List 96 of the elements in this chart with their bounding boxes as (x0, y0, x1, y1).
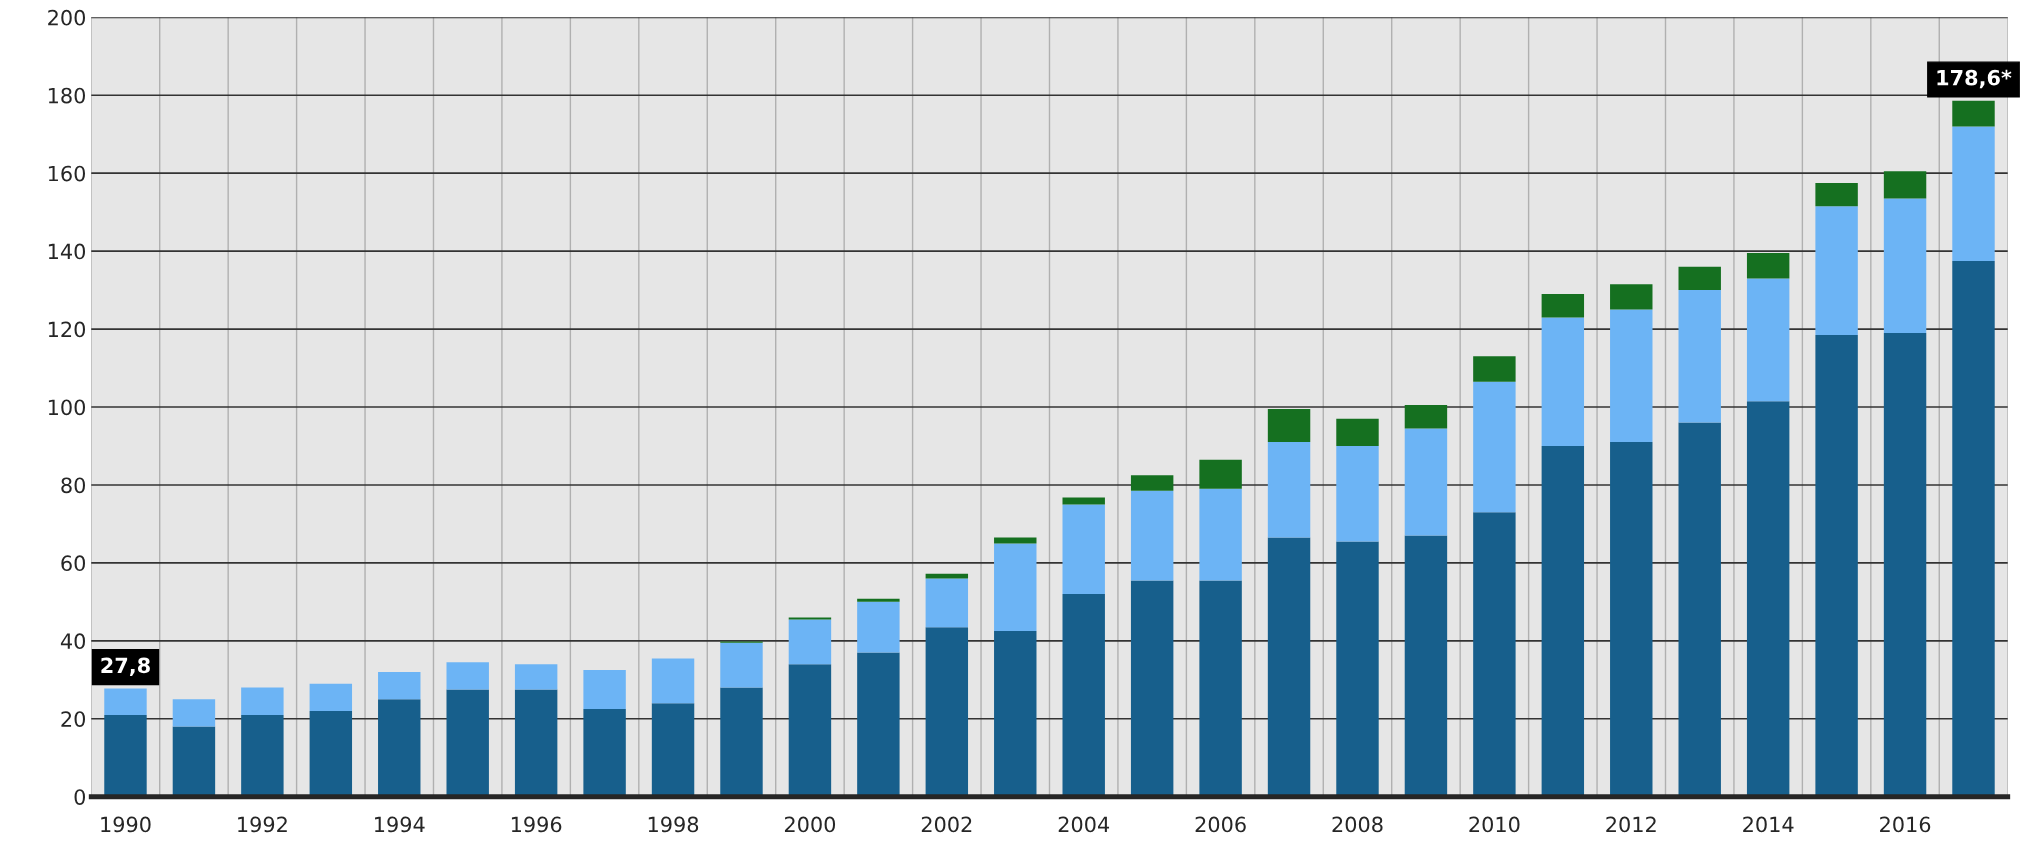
bar (309, 710, 353, 797)
bar (1199, 580, 1242, 797)
bar (1541, 317, 1585, 446)
bar (857, 652, 900, 797)
x-tick-label: 2008 (1332, 816, 1383, 833)
bar (925, 578, 969, 628)
bar (720, 642, 763, 688)
bar (104, 714, 147, 797)
bar (788, 664, 832, 797)
x-tick-label: 1992 (238, 816, 287, 833)
bar (241, 714, 284, 797)
bar (1473, 356, 1516, 382)
y-tick-label: 0 (74, 789, 86, 805)
bar (788, 619, 832, 665)
x-tick-label: 2012 (1606, 816, 1656, 833)
bar (857, 601, 900, 653)
bar (720, 687, 763, 797)
y-tick-label: 200 (48, 9, 86, 26)
bar (1404, 405, 1448, 429)
bar (1883, 171, 1927, 199)
bar (1815, 334, 1858, 797)
bar (994, 543, 1037, 632)
x-tick-label: 2010 (1469, 816, 1520, 833)
x-tick-label: 2006 (1195, 816, 1246, 833)
bar (1130, 475, 1174, 491)
bar (1541, 294, 1585, 318)
bar (1678, 290, 1721, 423)
bar (1883, 198, 1927, 333)
bar (925, 627, 969, 797)
y-tick-label: 140 (48, 243, 86, 260)
bar (172, 699, 216, 727)
bar (857, 598, 900, 602)
bar (1952, 260, 1995, 797)
bar (1815, 206, 1858, 335)
x-tick-label: 1994 (375, 816, 425, 833)
x-tick-label: 1996 (511, 816, 562, 833)
bar (1678, 422, 1721, 797)
x-tick-label: 2014 (1743, 816, 1794, 833)
bar (1267, 408, 1311, 443)
bar (1815, 182, 1858, 207)
bar (1062, 594, 1105, 797)
bar (1883, 332, 1927, 797)
bar (1336, 541, 1379, 797)
bar (1336, 418, 1379, 446)
bar (1952, 126, 1995, 261)
bar (172, 726, 216, 797)
y-tick-label: 120 (48, 321, 86, 338)
bar (1267, 442, 1311, 538)
y-tick-label: 80 (61, 477, 86, 494)
x-tick-label: 2002 (921, 816, 972, 833)
y-tick-label: 20 (61, 711, 86, 727)
bar (1473, 512, 1516, 797)
bar (583, 709, 626, 797)
bar (1062, 497, 1105, 505)
y-tick-label: 180 (48, 87, 86, 104)
bar (1199, 488, 1242, 581)
bar (378, 699, 421, 797)
bar (1746, 278, 1790, 402)
bar (651, 703, 695, 797)
bar (241, 687, 284, 715)
bar (1336, 445, 1379, 542)
bar (514, 689, 558, 797)
bar (1267, 537, 1311, 797)
bar (1541, 445, 1585, 797)
bar (994, 631, 1037, 797)
total-label: 178,6* (1937, 69, 2012, 89)
bar (1199, 459, 1242, 489)
bar (1130, 580, 1174, 797)
x-tick-label: 2016 (1880, 816, 1931, 833)
y-tick-label: 160 (48, 165, 86, 182)
bar (1404, 535, 1448, 797)
bar (1404, 428, 1448, 536)
bar (1746, 253, 1790, 279)
bar (1610, 309, 1653, 443)
x-tick-label: 2000 (784, 816, 836, 833)
bar (1610, 442, 1653, 797)
bar (1473, 381, 1516, 513)
x-tick-label: 2004 (1058, 816, 1110, 833)
y-tick-label: 60 (61, 555, 86, 572)
x-tick-label: 1998 (648, 816, 699, 833)
total-label: 27,8 (101, 657, 150, 676)
bar (1130, 490, 1174, 581)
y-tick-label: 40 (60, 633, 86, 650)
bar (1610, 284, 1653, 310)
y-tick-label: 100 (48, 399, 86, 416)
bar (1678, 266, 1721, 291)
bar (1746, 401, 1790, 797)
x-tick-label: 1990 (101, 816, 151, 833)
bar (446, 662, 489, 690)
bar (1062, 504, 1105, 595)
bar (446, 689, 489, 797)
bar (378, 672, 421, 700)
bar (651, 658, 695, 704)
bar (309, 683, 353, 711)
bar (583, 670, 626, 710)
bar (514, 664, 558, 690)
